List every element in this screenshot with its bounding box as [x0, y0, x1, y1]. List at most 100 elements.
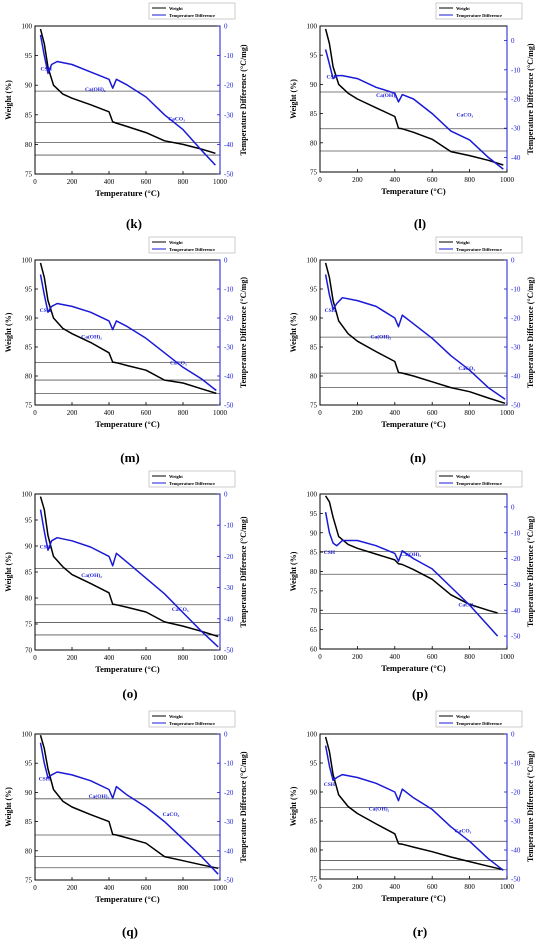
y-left-tick-label: 100	[307, 23, 318, 31]
legend-label-temp: Temperature Difference	[456, 721, 502, 726]
temp-difference-series-line	[324, 274, 506, 400]
annotation-caco3: CaCO₃	[457, 113, 474, 119]
x-tick-label: 200	[352, 409, 363, 417]
x-tick-label: 400	[104, 178, 115, 186]
legend-box	[148, 2, 236, 20]
y-right-tick-label: -20	[224, 82, 234, 90]
y-right-tick-label: -40	[224, 615, 234, 623]
legend-label-temp: Temperature Difference	[456, 481, 502, 486]
x-axis-title: Temperature (°C)	[95, 419, 160, 429]
y-left-tick-label: 90	[25, 543, 33, 551]
y-left-tick-label: 85	[25, 344, 33, 352]
y-left-tick-label: 95	[310, 52, 318, 60]
legend-box	[435, 710, 523, 728]
y-left-tick-label: 90	[310, 789, 318, 797]
y-left-tick-label: 85	[310, 818, 318, 826]
y-right-tick-label: 0	[224, 491, 228, 499]
panel-label: (o)	[122, 686, 137, 701]
y-right-tick-label: -40	[511, 607, 521, 615]
y-right-tick-label: 0	[511, 503, 515, 511]
legend-box	[148, 470, 236, 488]
y-right-tick-label: -30	[224, 584, 234, 592]
legend-label-weight: Weight	[456, 6, 470, 11]
y-left-tick-label: 100	[22, 731, 33, 739]
x-tick-label: 400	[104, 884, 115, 892]
legend-label-temp: Temperature Difference	[169, 481, 215, 486]
x-tick-label: 1000	[500, 883, 515, 891]
x-tick-label: 200	[352, 176, 363, 184]
y-right-axis-title: Temperature Difference (°C/mg)	[239, 516, 248, 627]
y-left-tick-label: 95	[25, 286, 33, 294]
x-tick-label: 0	[318, 883, 322, 891]
y-left-axis-title: Weight (%)	[4, 80, 13, 120]
x-axis-title: Temperature (°C)	[381, 893, 446, 903]
y-right-tick-label: -10	[224, 760, 234, 768]
annotation-caco3: CaCO₃	[172, 607, 189, 613]
x-tick-label: 600	[141, 409, 152, 417]
y-right-tick-label: -10	[511, 529, 521, 537]
y-right-tick-label: -40	[511, 847, 521, 855]
y-right-tick-label: -40	[224, 847, 234, 855]
y-left-tick-label: 100	[22, 23, 33, 31]
y-right-tick-label: -10	[224, 52, 234, 60]
y-right-tick-label: 0	[224, 23, 228, 31]
y-right-tick-label: -10	[224, 286, 234, 294]
y-right-tick-label: -30	[224, 344, 234, 352]
legend-label-weight: Weight	[169, 6, 183, 11]
y-right-tick-label: -10	[511, 66, 521, 74]
temp-difference-series-line	[39, 509, 219, 648]
y-right-tick-label: 0	[224, 731, 228, 739]
y-right-tick-label: -50	[224, 647, 234, 655]
x-tick-label: 0	[318, 176, 322, 184]
y-left-tick-label: 100	[307, 491, 318, 499]
x-axis-title: Temperature (°C)	[381, 186, 446, 196]
annotation-caoh2: Ca(OH)₂	[370, 333, 391, 340]
legend-box	[435, 236, 523, 254]
y-left-tick-label: 80	[310, 139, 318, 147]
y-left-tick-label: 95	[25, 760, 33, 768]
legend-label-weight: Weight	[456, 240, 470, 245]
y-left-tick-label: 85	[25, 569, 33, 577]
legend-label-weight: Weight	[456, 714, 470, 719]
temp-difference-series-line	[39, 742, 219, 875]
y-right-axis-title: Temperature Difference (°C/mg)	[239, 751, 248, 862]
annotation-caoh2: Ca(OH)₂	[376, 92, 397, 99]
plot-frame	[34, 493, 221, 651]
x-axis-title: Temperature (°C)	[95, 188, 160, 198]
x-tick-label: 800	[464, 883, 475, 891]
y-left-tick-label: 80	[25, 847, 33, 855]
annotation-csh: CSH	[40, 308, 52, 314]
y-left-tick-label: 70	[310, 607, 318, 615]
y-left-axis-title: Weight (%)	[289, 551, 298, 591]
y-right-tick-label: -10	[511, 760, 521, 768]
y-right-tick-label: 0	[224, 257, 228, 265]
y-right-tick-label: -20	[224, 553, 234, 561]
temp-difference-series-line	[324, 745, 504, 871]
x-tick-label: 0	[318, 409, 322, 417]
y-left-tick-label: 80	[25, 141, 33, 149]
x-tick-label: 1000	[500, 653, 515, 661]
y-left-tick-label: 95	[25, 52, 33, 60]
y-left-tick-label: 100	[22, 491, 33, 499]
y-left-tick-label: 65	[310, 626, 318, 634]
legend-label-weight: Weight	[169, 714, 183, 719]
annotation-csh: CSH	[324, 782, 336, 788]
panel-label: (n)	[410, 450, 426, 465]
y-left-axis-title: Weight (%)	[289, 786, 298, 826]
y-right-tick-label: -10	[511, 286, 521, 294]
y-right-tick-label: -30	[224, 111, 234, 119]
y-left-axis-title: Weight (%)	[289, 312, 298, 352]
weight-series-line	[39, 262, 217, 395]
y-right-tick-label: -30	[511, 818, 521, 826]
legend-label-weight: Weight	[169, 240, 183, 245]
temp-difference-series-line	[39, 34, 216, 166]
y-right-tick-label: -40	[224, 373, 234, 381]
annotation-csh: CSH	[39, 777, 51, 783]
legend-label-temp: Temperature Difference	[456, 247, 502, 252]
y-left-tick-label: 85	[310, 110, 318, 118]
y-left-tick-label: 75	[310, 169, 318, 177]
panel-label: (m)	[120, 450, 140, 465]
y-right-axis-title: Temperature Difference (°C/mg)	[526, 516, 535, 627]
